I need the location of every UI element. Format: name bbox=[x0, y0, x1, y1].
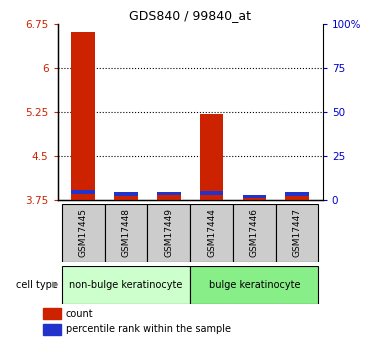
Bar bbox=[105, 204, 147, 262]
Text: cell type: cell type bbox=[16, 280, 58, 289]
Bar bbox=[285, 193, 309, 196]
Text: percentile rank within the sample: percentile rank within the sample bbox=[66, 324, 231, 334]
Bar bbox=[233, 204, 276, 262]
Text: bulge keratinocyte: bulge keratinocyte bbox=[209, 280, 300, 289]
Text: GSM17448: GSM17448 bbox=[121, 208, 131, 257]
Text: GSM17449: GSM17449 bbox=[164, 208, 173, 257]
Bar bbox=[276, 204, 318, 262]
Bar bbox=[190, 266, 318, 304]
Bar bbox=[157, 192, 181, 195]
Bar bbox=[71, 189, 95, 194]
Text: GSM17447: GSM17447 bbox=[293, 208, 302, 257]
Bar bbox=[43, 324, 61, 335]
Bar bbox=[157, 193, 181, 200]
Bar bbox=[200, 191, 223, 195]
Text: GSM17445: GSM17445 bbox=[79, 208, 88, 257]
Bar bbox=[62, 204, 105, 262]
Text: count: count bbox=[66, 309, 93, 319]
Bar bbox=[114, 193, 138, 200]
Bar bbox=[243, 195, 266, 198]
Bar bbox=[43, 308, 61, 319]
Text: non-bulge keratinocyte: non-bulge keratinocyte bbox=[69, 280, 183, 289]
Bar bbox=[62, 266, 190, 304]
Bar bbox=[200, 114, 223, 200]
Bar bbox=[190, 204, 233, 262]
Text: GSM17446: GSM17446 bbox=[250, 208, 259, 257]
Bar bbox=[114, 193, 138, 196]
Bar bbox=[285, 193, 309, 200]
Bar bbox=[71, 32, 95, 200]
Bar bbox=[243, 197, 266, 200]
Text: GSM17444: GSM17444 bbox=[207, 208, 216, 257]
Bar bbox=[147, 204, 190, 262]
Title: GDS840 / 99840_at: GDS840 / 99840_at bbox=[129, 9, 251, 22]
